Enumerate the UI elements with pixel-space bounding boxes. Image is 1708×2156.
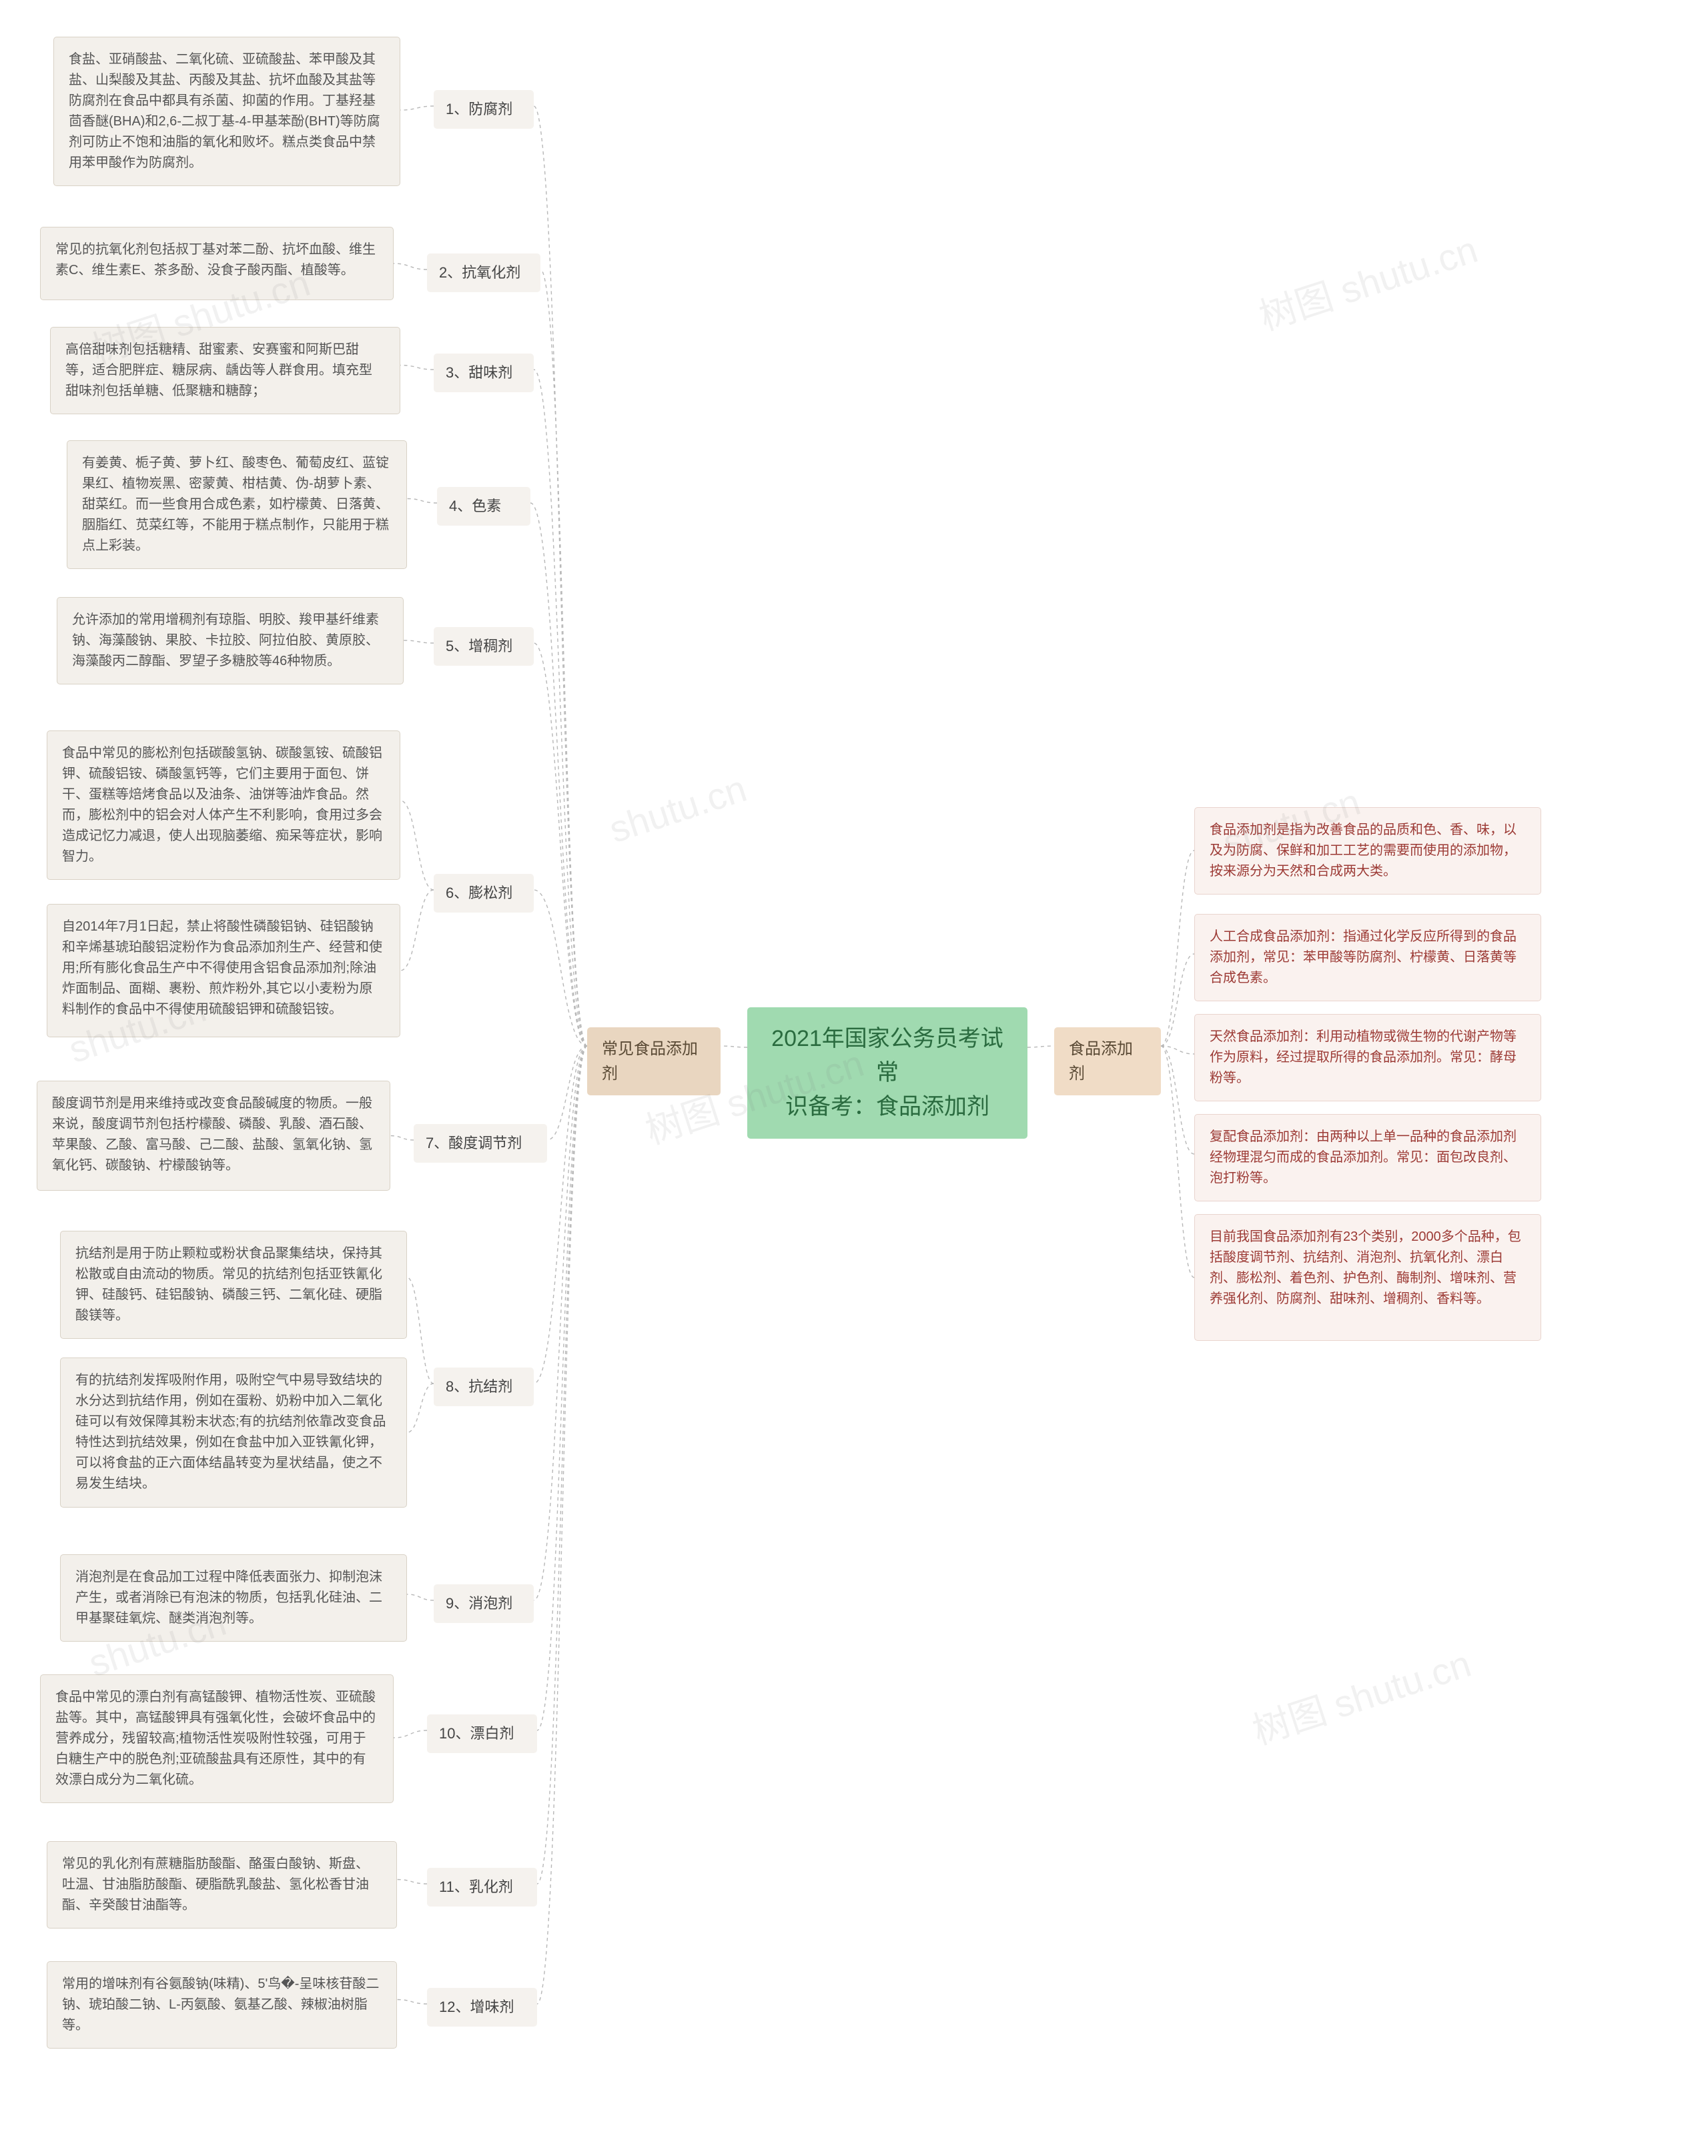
left-item: 8、抗结剂: [434, 1368, 534, 1406]
left-desc: 食品中常见的漂白剂有高锰酸钾、植物活性炭、亚硫酸盐等。其中，高锰酸钾具有强氧化性…: [40, 1674, 394, 1803]
left-item: 7、酸度调节剂: [414, 1124, 547, 1163]
left-item: 4、色素: [437, 487, 530, 526]
left-item: 6、膨松剂: [434, 874, 534, 913]
left-desc: 自2014年7月1日起，禁止将酸性磷酸铝钠、硅铝酸钠和辛烯基琥珀酸铝淀粉作为食品…: [47, 904, 400, 1037]
left-desc: 允许添加的常用增稠剂有琼脂、明胶、羧甲基纤维素钠、海藻酸钠、果胶、卡拉胶、阿拉伯…: [57, 597, 404, 684]
left-item: 5、增稠剂: [434, 627, 534, 666]
left-desc: 常见的乳化剂有蔗糖脂肪酸酯、酪蛋白酸钠、斯盘、吐温、甘油脂肪酸酯、硬脂酰乳酸盐、…: [47, 1841, 397, 1929]
left-desc: 食盐、亚硝酸盐、二氧化硫、亚硫酸盐、苯甲酸及其盐、山梨酸及其盐、丙酸及其盐、抗坏…: [53, 37, 400, 186]
left-desc: 高倍甜味剂包括糖精、甜蜜素、安赛蜜和阿斯巴甜等，适合肥胖症、糖尿病、龋齿等人群食…: [50, 327, 400, 414]
lvl1-right: 食品添加剂: [1054, 1027, 1161, 1095]
root-node: 2021年国家公务员考试常 识备考：食品添加剂: [747, 1007, 1027, 1139]
left-item: 10、漂白剂: [427, 1714, 537, 1753]
right-desc: 复配食品添加剂：由两种以上单一品种的食品添加剂经物理混匀而成的食品添加剂。常见：…: [1194, 1114, 1541, 1201]
left-item: 9、消泡剂: [434, 1584, 534, 1623]
right-desc: 人工合成食品添加剂：指通过化学反应所得到的食品添加剂，常见：苯甲酸等防腐剂、柠檬…: [1194, 914, 1541, 1001]
left-desc: 有的抗结剂发挥吸附作用，吸附空气中易导致结块的水分达到抗结作用，例如在蛋粉、奶粉…: [60, 1358, 407, 1508]
left-item: 3、甜味剂: [434, 354, 534, 392]
left-item: 11、乳化剂: [427, 1868, 537, 1907]
left-desc: 消泡剂是在食品加工过程中降低表面张力、抑制泡沫产生，或者消除已有泡沫的物质，包括…: [60, 1554, 407, 1642]
left-desc: 有姜黄、栀子黄、萝卜红、酸枣色、葡萄皮红、蓝锭果红、植物炭黑、密蒙黄、柑桔黄、伪…: [67, 440, 407, 569]
left-item: 2、抗氧化剂: [427, 253, 540, 292]
mindmap-canvas: 2021年国家公务员考试常 识备考：食品添加剂常见食品添加剂 食品添加剂 食品添加剂…: [0, 0, 1708, 2156]
right-desc: 目前我国食品添加剂有23个类别，2000多个品种，包括酸度调节剂、抗结剂、消泡剂…: [1194, 1214, 1541, 1341]
left-item: 1、防腐剂: [434, 90, 534, 129]
left-desc: 酸度调节剂是用来维持或改变食品酸碱度的物质。一般来说，酸度调节剂包括柠檬酸、磷酸…: [37, 1081, 390, 1191]
left-desc: 常用的增味剂有谷氨酸钠(味精)、5'鸟�-呈味核苷酸二钠、琥珀酸二钠、L-丙氨酸…: [47, 1961, 397, 2049]
left-desc: 食品中常见的膨松剂包括碳酸氢钠、碳酸氢铵、硫酸铝钾、硫酸铝铵、磷酸氢钙等，它们主…: [47, 730, 400, 880]
right-desc: 天然食品添加剂：利用动植物或微生物的代谢产物等作为原料，经过提取所得的食品添加剂…: [1194, 1014, 1541, 1101]
right-desc: 食品添加剂是指为改善食品的品质和色、香、味，以及为防腐、保鲜和加工工艺的需要而使…: [1194, 807, 1541, 895]
lvl1-left: 常见食品添加剂: [587, 1027, 721, 1095]
left-desc: 常见的抗氧化剂包括叔丁基对苯二酚、抗坏血酸、维生素C、维生素E、茶多酚、没食子酸…: [40, 227, 394, 300]
left-item: 12、增味剂: [427, 1988, 537, 2027]
left-desc: 抗结剂是用于防止颗粒或粉状食品聚集结块，保持其松散或自由流动的物质。常见的抗结剂…: [60, 1231, 407, 1339]
